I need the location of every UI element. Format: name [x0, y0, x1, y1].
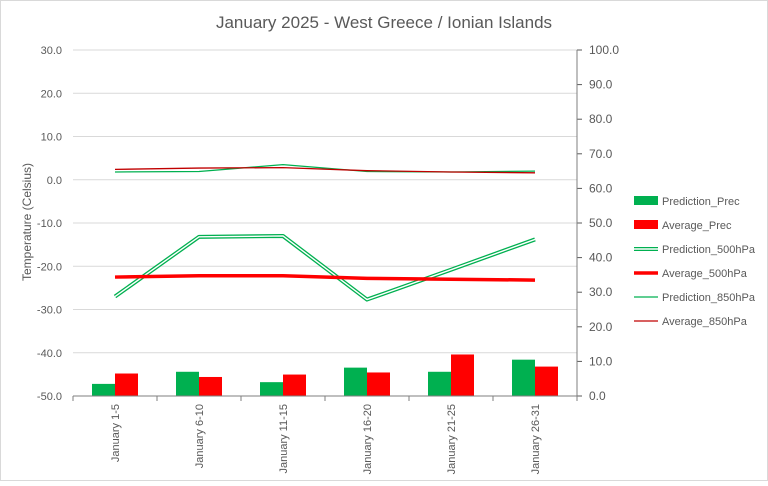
- y-axis-ticks: 30.0 20.0 10.0 0.0 -10.0 -20.0 -30.0 -40.0 -50.0: [37, 45, 62, 403]
- x-tick-label: January 16-20: [362, 404, 374, 474]
- bar-prediction-prec: [512, 359, 535, 396]
- y2-tick-label: 10.0: [589, 354, 613, 368]
- y-tick-label: 0.0: [47, 175, 62, 187]
- y2-tick-label: 100.0: [589, 43, 619, 57]
- y-tick-label: 30.0: [41, 45, 62, 57]
- bar-group: [92, 354, 558, 396]
- legend: Prediction_Prec Average_Prec Prediction_50…: [634, 196, 756, 328]
- x-tick-label: January 6-10: [194, 404, 206, 468]
- x-axis-ticks: January 1-5 January 6-10 January 11-15 Janu…: [110, 404, 542, 474]
- y2-tick-label: 70.0: [589, 147, 613, 161]
- bar-prediction-prec: [428, 371, 451, 396]
- legend-label: Average_850hPa: [662, 316, 748, 328]
- y-tick-label: -10.0: [37, 218, 62, 230]
- y2-tick-label: 40.0: [589, 251, 613, 265]
- y-tick-label: -20.0: [37, 261, 62, 273]
- bar-average-prec: [367, 372, 390, 396]
- y2-axis-ticks: 100.0 90.0 80.0 70.0 60.0 50.0 40.0 30.0 20.0 10.…: [589, 43, 619, 403]
- bar-average-prec: [115, 373, 138, 396]
- y2-tick-label: 0.0: [589, 389, 606, 403]
- line-prediction-500hpa-inner: [114, 235, 536, 301]
- line-group: [113, 163, 536, 302]
- legend-label: Prediction_500hPa: [662, 244, 756, 256]
- y2-tick-label: 50.0: [589, 216, 613, 230]
- axes: [72, 49, 582, 401]
- y-tick-label: -40.0: [37, 348, 62, 360]
- legend-swatch: [634, 220, 658, 229]
- bar-average-prec: [283, 374, 306, 396]
- y2-tick-label: 20.0: [589, 320, 613, 334]
- y-tick-label: -30.0: [37, 305, 62, 317]
- y-tick-label: -50.0: [37, 391, 62, 403]
- y-axis-label: Temperature (Celsius): [20, 163, 34, 281]
- legend-label: Prediction_Prec: [662, 196, 740, 208]
- y-tick-label: 20.0: [41, 88, 62, 100]
- line-average-850hpa: [114, 166, 536, 174]
- bar-prediction-prec: [176, 371, 199, 396]
- bar-average-prec: [451, 354, 474, 396]
- x-tick-label: January 21-25: [446, 404, 458, 474]
- legend-label: Prediction_850hPa: [662, 292, 756, 304]
- y-tick-label: 10.0: [41, 132, 62, 144]
- x-tick-label: January 26-31: [530, 404, 542, 474]
- chart-title: January 2025 - West Greece / Ionian Isla…: [216, 13, 552, 32]
- bar-average-prec: [199, 376, 222, 396]
- bar-prediction-prec: [260, 382, 283, 396]
- bar-prediction-prec: [344, 367, 367, 396]
- legend-label: Average_Prec: [662, 220, 732, 232]
- bar-prediction-prec: [92, 383, 115, 396]
- y2-tick-label: 90.0: [589, 78, 613, 92]
- y2-tick-label: 60.0: [589, 181, 613, 195]
- bar-average-prec: [535, 366, 558, 396]
- x-tick-label: January 11-15: [278, 404, 290, 474]
- y2-tick-label: 30.0: [589, 285, 613, 299]
- line-average-500hpa: [114, 274, 536, 282]
- legend-swatch: [634, 196, 658, 205]
- y2-tick-label: 80.0: [589, 112, 613, 126]
- x-tick-label: January 1-5: [110, 404, 122, 462]
- legend-label: Average_500hPa: [662, 268, 748, 280]
